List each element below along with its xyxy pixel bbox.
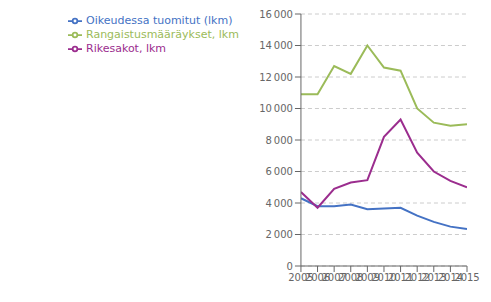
svg-text:8 000: 8 000 (265, 135, 292, 146)
svg-text:6 000: 6 000 (265, 166, 292, 177)
svg-text:12 000: 12 000 (259, 72, 293, 83)
svg-text:2012: 2012 (404, 272, 430, 284)
html-text:Rikesakot, lkm: Rikesakot, lkm (86, 42, 167, 55)
svg-text:2006: 2006 (304, 272, 331, 284)
svg-text:14 000: 14 000 (259, 40, 293, 51)
svg-text:4 000: 4 000 (265, 198, 292, 209)
svg-text:2008: 2008 (338, 272, 364, 284)
svg-text:2 000: 2 000 (265, 229, 292, 240)
svg-text:2005: 2005 (288, 272, 314, 284)
html-text:Rangaistusmääräykset, lkm: Rangaistusmääräykset, lkm (86, 28, 239, 41)
svg-text:16 000: 16 000 (259, 9, 293, 20)
html-text:Oikeudessa tuomitut (lkm): Oikeudessa tuomitut (lkm) (86, 14, 233, 27)
svg-text:2014: 2014 (437, 272, 464, 284)
svg-text:2010: 2010 (371, 272, 397, 284)
svg-text:2007: 2007 (321, 272, 347, 284)
svg-text:2013: 2013 (421, 272, 447, 284)
svg-text:2011: 2011 (387, 272, 414, 284)
svg-text:2015: 2015 (454, 272, 479, 283)
svg-text:2009: 2009 (354, 272, 381, 284)
svg-text:10 000: 10 000 (259, 103, 293, 114)
svg-text:0: 0 (287, 261, 293, 272)
